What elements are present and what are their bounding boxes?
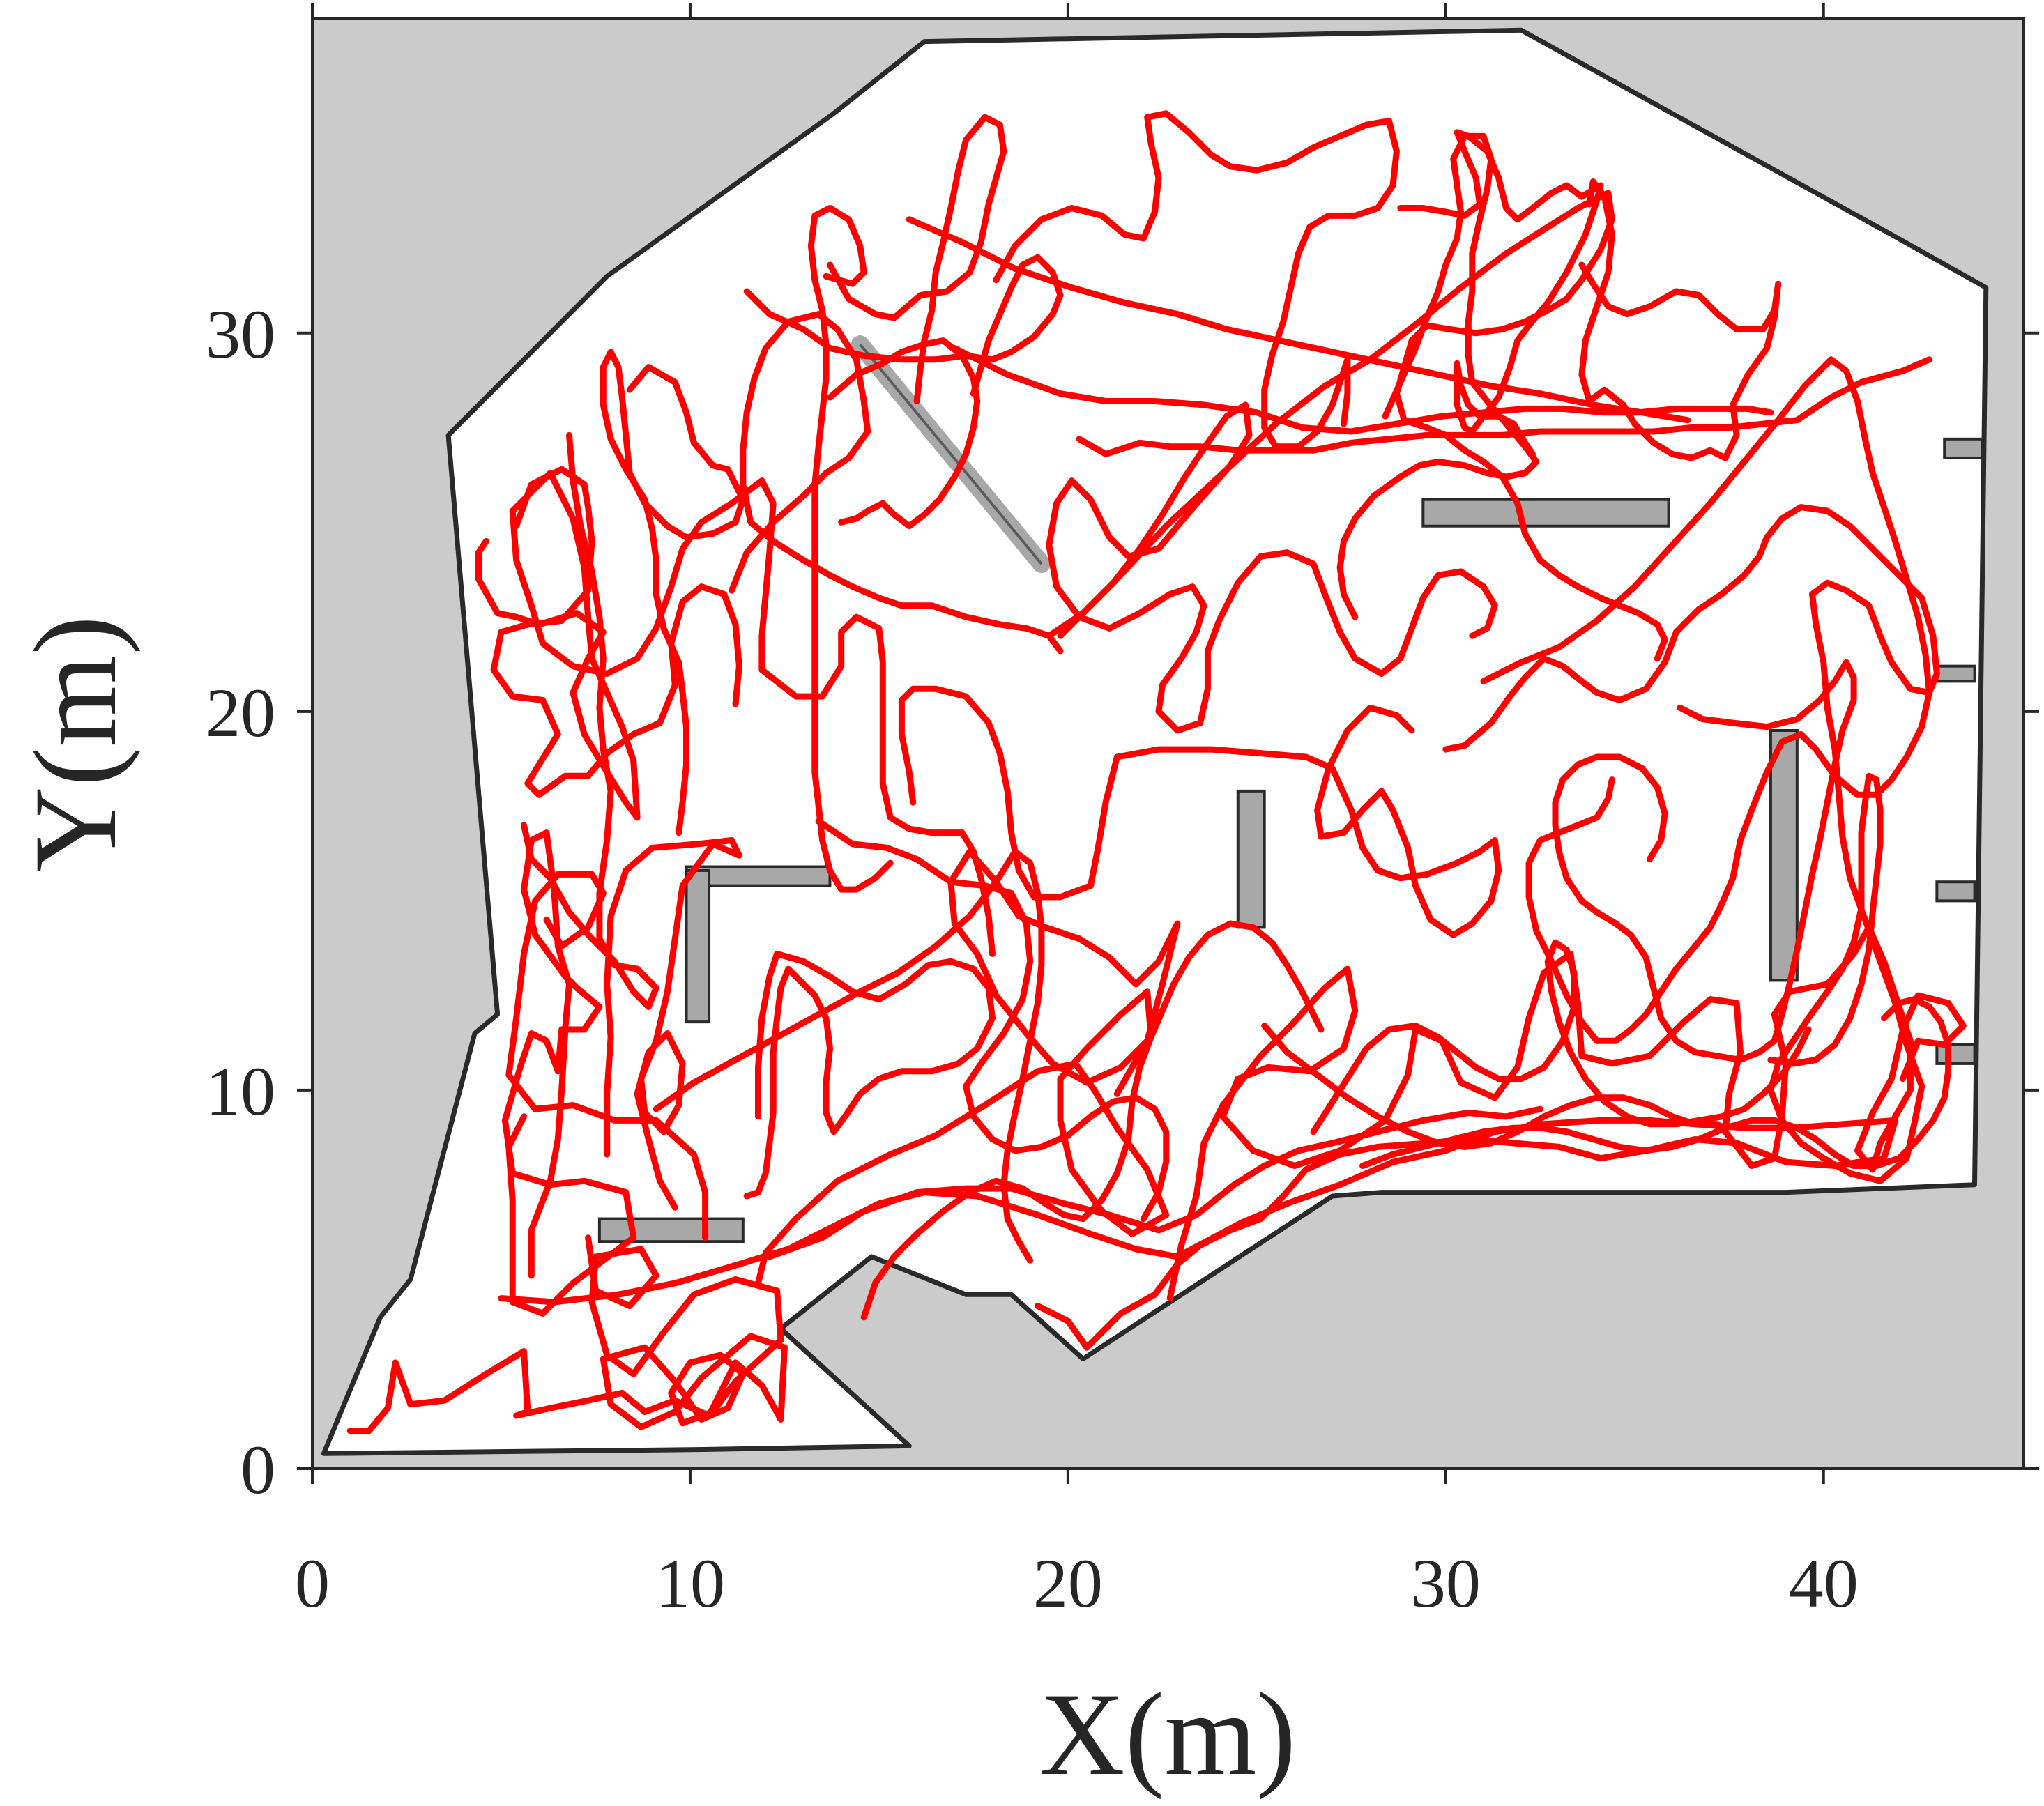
x-tick-label: 40 [1789,1545,1859,1622]
trajectory-line [1076,356,1932,457]
trajectory-line [475,470,996,957]
y-tick-label: 30 [206,296,275,373]
trajectory-line [743,254,1064,397]
obstacle [597,1217,745,1243]
trajectory-line [906,216,1691,424]
obstacle [1236,789,1266,929]
obstacle [1935,664,1976,683]
trajectory-line [1552,659,1857,1063]
x-axis-ticks: 0 10 20 30 40 [295,3,1859,1622]
trajectory-line [1113,704,1502,938]
trajectory-line [951,345,1774,435]
x-tick-label: 0 [295,1545,330,1622]
trajectory-line [1046,401,1498,734]
trajectory-line [1057,190,1668,662]
trajectory-line [1261,1023,1721,1150]
y-axis-title: Y(m) [10,615,141,872]
trajectory-line [604,837,742,1211]
x-tick-label: 30 [1411,1545,1481,1622]
trajectory-line [653,848,1045,1264]
trajectory-line [501,829,637,1317]
axes-box [311,17,2025,1470]
x-tick-label: 20 [1033,1545,1103,1622]
trajectory-line [1310,939,1812,1135]
trajectory-line [807,205,894,893]
y-tick-label: 20 [206,674,275,751]
trajectory-line [1578,178,1782,461]
y-tick-label: 10 [206,1053,275,1130]
trajectory-line [498,1117,1899,1351]
obstacle [1943,437,1984,459]
x-tick-label: 10 [655,1545,725,1622]
trajectory-line [766,1105,1543,1260]
trajectory-line [1166,924,1967,1302]
obstacles-layer [597,335,1984,1243]
trajectory-line [1336,132,1540,620]
y-tick-label: 0 [241,1431,275,1508]
trajectory-line [1480,356,1932,1044]
obstacle [685,868,711,1024]
x-axis-title: X(m) [1039,1669,1296,1800]
obstacle [1421,498,1670,528]
free-space-region [321,27,1989,1456]
obstacle-outline [859,343,1043,565]
y-axis-ticks: 0 10 20 30 [206,296,2039,1508]
obstacle [1935,1043,1976,1065]
trajectory-layer [346,110,1967,1434]
obstacle [1769,728,1799,982]
trajectory-line [346,1234,788,1434]
trajectory-line [490,466,742,798]
obstacle [1935,880,1976,903]
trajectory-line [729,311,1064,655]
trajectory-line [755,848,1181,1287]
trajectory-line [521,431,659,1010]
trajectory-line [993,110,1400,450]
trajectory-line [898,685,1120,901]
trajectory-line [600,349,747,836]
trajectory-line [860,920,1325,1321]
trajectory-line [815,818,1170,1223]
plot-area [312,19,2024,1469]
trajectory-line [827,114,1007,404]
trajectory-line [827,337,981,530]
trajectory-line [1359,996,1952,1169]
